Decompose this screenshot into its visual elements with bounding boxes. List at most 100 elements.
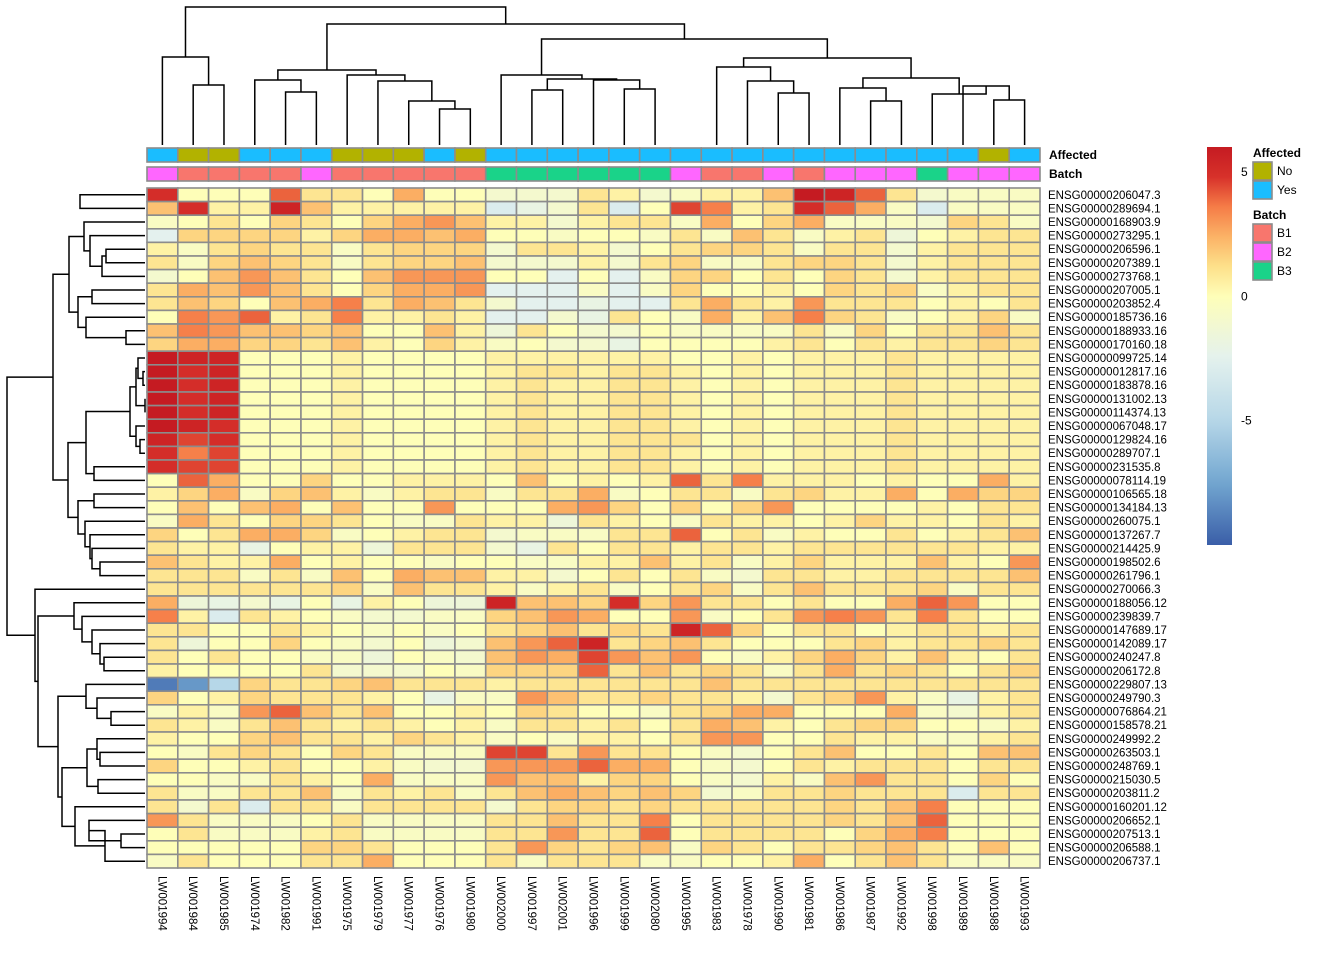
heatmap-cell: [638, 228, 672, 244]
heatmap-cell: [638, 391, 672, 407]
heatmap-cell: [361, 676, 395, 692]
heatmap-cell: [823, 295, 857, 312]
heatmap-cell: [823, 431, 857, 448]
heatmap-cell: [823, 241, 857, 257]
heatmap-cell: [546, 826, 579, 842]
heatmap-cell: [330, 445, 364, 461]
heatmap-cell: [977, 268, 1011, 285]
heatmap-cell: [1008, 459, 1041, 475]
heatmap-cell: [146, 554, 179, 570]
heatmap-cell: [608, 350, 641, 366]
column-label: LW002000: [494, 876, 506, 931]
heatmap-cell: [731, 391, 764, 407]
heatmap-cell: [885, 622, 918, 638]
heatmap-cell: [792, 839, 826, 856]
heatmap-cell: [731, 554, 764, 570]
heatmap-cell: [238, 649, 271, 665]
heatmap-cell: [454, 418, 487, 434]
heatmap-cell: [700, 309, 733, 325]
dendrogram-branch: [962, 85, 1010, 145]
heatmap-cell: [638, 527, 672, 543]
annotation-cell-batch: [361, 166, 395, 182]
heatmap-cell: [854, 663, 887, 679]
heatmap-cell: [515, 608, 549, 624]
heatmap-cell: [854, 812, 887, 828]
heatmap-cell: [823, 377, 857, 393]
heatmap-cell: [946, 418, 980, 434]
annotation-cell-batch: [392, 166, 425, 182]
heatmap-cell: [300, 377, 333, 393]
heatmap-cell: [762, 771, 795, 788]
heatmap-cell: [669, 377, 703, 393]
heatmap-cell: [515, 513, 549, 529]
heatmap-cell: [546, 418, 579, 434]
heatmap-cell: [916, 853, 949, 869]
column-label: LW001989: [956, 876, 968, 931]
heatmap-cell: [546, 744, 579, 760]
heatmap-cell: [608, 459, 641, 475]
heatmap-cell: [515, 554, 549, 570]
heatmap-cell: [669, 527, 703, 543]
heatmap-cell: [330, 309, 364, 325]
heatmap-cell: [176, 527, 210, 543]
heatmap-cell: [823, 459, 857, 475]
heatmap-cell: [546, 676, 579, 692]
heatmap-cell: [823, 445, 857, 461]
heatmap-cell: [515, 622, 549, 638]
heatmap-cell: [146, 445, 179, 461]
heatmap-cell: [977, 187, 1011, 203]
heatmap-cell: [854, 350, 887, 366]
heatmap-cell: [269, 649, 302, 665]
heatmap-cell: [546, 404, 579, 421]
heatmap-cell: [484, 214, 518, 230]
heatmap-cell: [515, 472, 549, 489]
heatmap-cell: [300, 499, 333, 516]
heatmap-cell: [854, 268, 887, 285]
heatmap-cell: [823, 663, 857, 679]
heatmap-cell: [207, 499, 241, 516]
heatmap-cell: [361, 649, 395, 665]
annotation-cell-batch: [916, 166, 949, 182]
heatmap-cell: [1008, 282, 1041, 298]
heatmap-cell: [762, 826, 795, 842]
heatmap-cell: [484, 445, 518, 461]
heatmap-cell: [146, 295, 179, 312]
heatmap-cell: [608, 839, 641, 856]
heatmap-cell: [176, 404, 210, 421]
heatmap-cell: [577, 581, 610, 597]
heatmap-cell: [731, 472, 764, 489]
heatmap-cell: [854, 799, 887, 815]
heatmap-cell: [515, 717, 549, 733]
heatmap-cell: [423, 567, 456, 584]
heatmap-cell: [916, 513, 949, 529]
heatmap-cell: [176, 676, 210, 692]
heatmap-cell: [731, 459, 764, 475]
heatmap-cell: [146, 663, 179, 679]
heatmap-cell: [669, 649, 703, 665]
heatmap-cell: [546, 295, 579, 312]
heatmap-cell: [731, 826, 764, 842]
heatmap-cell: [700, 486, 733, 502]
heatmap-cell: [608, 255, 641, 271]
heatmap-cell: [700, 649, 733, 665]
heatmap-cell: [454, 309, 487, 325]
heatmap-cell: [423, 214, 456, 230]
heatmap-cell: [361, 554, 395, 570]
heatmap-cell: [330, 771, 364, 788]
heatmap-cell: [1008, 200, 1041, 217]
heatmap-cell: [330, 608, 364, 624]
heatmap-cell: [300, 459, 333, 475]
heatmap-cell: [885, 785, 918, 801]
heatmap-cell: [1008, 309, 1041, 325]
dendrogram-branch: [377, 80, 433, 145]
heatmap-cell: [577, 282, 610, 298]
heatmap-cell: [238, 554, 271, 570]
heatmap-cell: [854, 622, 887, 638]
heatmap-cell: [854, 295, 887, 312]
heatmap-cell: [792, 581, 826, 597]
heatmap-cell: [238, 758, 271, 774]
heatmap-cell: [577, 391, 610, 407]
row-label: ENSG00000206047.3: [1048, 190, 1161, 202]
heatmap-cell: [977, 323, 1011, 339]
